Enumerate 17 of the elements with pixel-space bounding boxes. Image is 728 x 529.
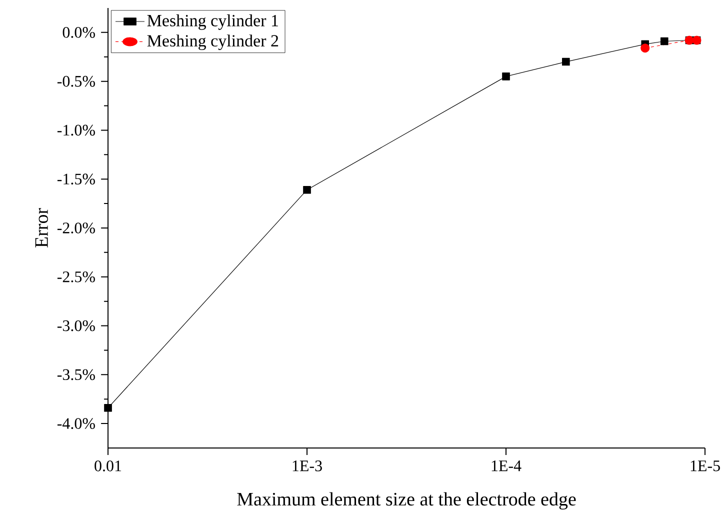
y-tick-label: 0.0% [62, 27, 95, 38]
x-tick-label: 0.01 [94, 460, 122, 472]
y-tick-label: -1.5% [57, 174, 95, 185]
y-axis-title: Error [35, 208, 48, 248]
x-tick-label: 1E-5 [690, 460, 720, 472]
y-tick-label: -3.5% [57, 369, 95, 380]
y-tick-label: -1.0% [57, 124, 95, 136]
y-tick-label: -0.5% [57, 76, 95, 87]
y-tick-label: -4.0% [57, 418, 95, 429]
y-tick-label: -3.0% [57, 320, 95, 332]
x-axis-title: Maximum element size at the electrode edge [237, 492, 576, 510]
y-tick-label: -2.0% [57, 222, 95, 234]
legend-label: Meshing cylinder 2 [147, 34, 278, 50]
y-tick-label: -2.5% [57, 271, 95, 282]
x-tick-label: 1E-4 [492, 460, 522, 472]
legend-label: Meshing cylinder 1 [147, 14, 278, 30]
x-tick-label: 1E-3 [292, 460, 322, 472]
